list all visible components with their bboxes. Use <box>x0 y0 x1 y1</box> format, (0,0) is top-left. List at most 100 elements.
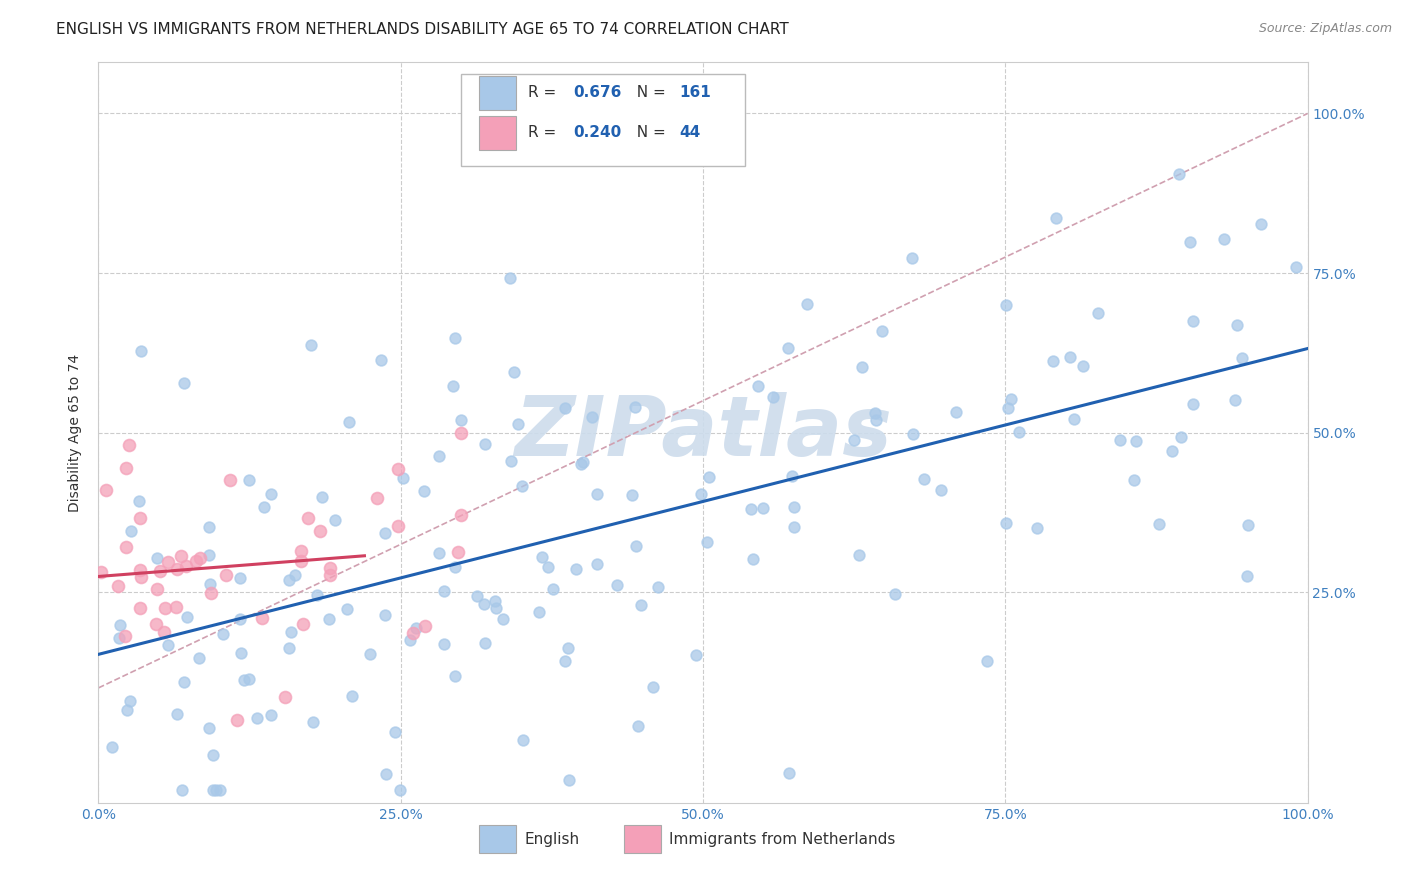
Text: R =: R = <box>527 126 561 140</box>
Point <box>188 551 211 566</box>
Point <box>184 554 207 568</box>
Point <box>696 535 718 549</box>
Point <box>219 473 242 487</box>
Point <box>388 783 411 797</box>
Point <box>374 607 396 622</box>
Point <box>260 708 283 723</box>
Point <box>1045 211 1067 226</box>
Point <box>606 578 628 592</box>
Point <box>484 594 506 608</box>
Point <box>1178 235 1201 250</box>
Point <box>747 379 769 393</box>
Point <box>1167 167 1189 181</box>
Point <box>441 379 464 393</box>
Point <box>308 524 330 538</box>
Point <box>201 747 224 762</box>
Point <box>901 426 924 441</box>
Point <box>450 508 472 522</box>
Point <box>131 343 153 358</box>
Point <box>115 461 138 475</box>
Point <box>1026 521 1049 535</box>
Point <box>374 526 396 541</box>
Point <box>863 406 886 420</box>
Point <box>305 588 328 602</box>
Point <box>198 520 221 534</box>
Point <box>238 673 260 687</box>
Point <box>699 470 721 484</box>
Point <box>197 721 219 735</box>
Point <box>278 640 301 655</box>
Point <box>250 611 273 625</box>
Point <box>337 415 360 429</box>
Point <box>685 648 707 662</box>
Point <box>120 694 142 708</box>
Point <box>232 673 254 687</box>
Point <box>170 549 193 563</box>
Point <box>387 519 409 533</box>
Point <box>624 540 647 554</box>
Point <box>274 690 297 704</box>
Text: ENGLISH VS IMMIGRANTS FROM NETHERLANDS DISABILITY AGE 65 TO 74 CORRELATION CHART: ENGLISH VS IMMIGRANTS FROM NETHERLANDS D… <box>56 22 789 37</box>
Point <box>1125 434 1147 449</box>
Point <box>197 549 219 563</box>
Point <box>865 413 887 427</box>
Point <box>146 582 169 596</box>
Point <box>108 632 131 646</box>
Point <box>1109 433 1132 447</box>
Point <box>780 469 803 483</box>
Point <box>512 733 534 747</box>
Point <box>586 487 609 501</box>
Point <box>554 401 576 415</box>
Point <box>246 711 269 725</box>
Point <box>1059 351 1081 365</box>
Point <box>375 767 398 781</box>
Point <box>527 605 550 619</box>
Point <box>120 524 142 538</box>
Point <box>172 783 194 797</box>
Point <box>291 617 314 632</box>
Point <box>647 580 669 594</box>
Point <box>290 543 312 558</box>
Point <box>1182 314 1205 328</box>
Point <box>1212 231 1234 245</box>
Text: 0.240: 0.240 <box>574 126 621 140</box>
Point <box>796 297 818 311</box>
Text: 0.676: 0.676 <box>574 86 621 101</box>
Point <box>752 501 775 516</box>
Point <box>173 674 195 689</box>
Point <box>883 587 905 601</box>
Point <box>1042 354 1064 368</box>
Point <box>554 654 576 668</box>
Point <box>146 551 169 566</box>
Point <box>623 400 645 414</box>
Point <box>1170 430 1192 444</box>
Point <box>319 567 342 582</box>
Y-axis label: Disability Age 65 to 74: Disability Age 65 to 74 <box>69 353 83 512</box>
Point <box>115 703 138 717</box>
Point <box>1149 516 1171 531</box>
Point <box>231 646 253 660</box>
Point <box>851 359 873 374</box>
Point <box>783 500 806 514</box>
Point <box>392 471 415 485</box>
Text: English: English <box>524 832 579 847</box>
Point <box>621 488 644 502</box>
Point <box>1071 359 1094 374</box>
Point <box>129 601 152 615</box>
Point <box>253 500 276 514</box>
Point <box>260 486 283 500</box>
Point <box>740 501 762 516</box>
Point <box>128 563 150 577</box>
Point <box>318 612 340 626</box>
Point <box>1160 443 1182 458</box>
Point <box>742 552 765 566</box>
Point <box>995 516 1018 530</box>
Text: ZIPatlas: ZIPatlas <box>515 392 891 473</box>
Point <box>225 713 247 727</box>
Point <box>443 669 465 683</box>
Point <box>323 513 346 527</box>
Point <box>413 484 436 499</box>
Point <box>340 689 363 703</box>
Point <box>187 651 209 665</box>
Point <box>558 772 581 787</box>
